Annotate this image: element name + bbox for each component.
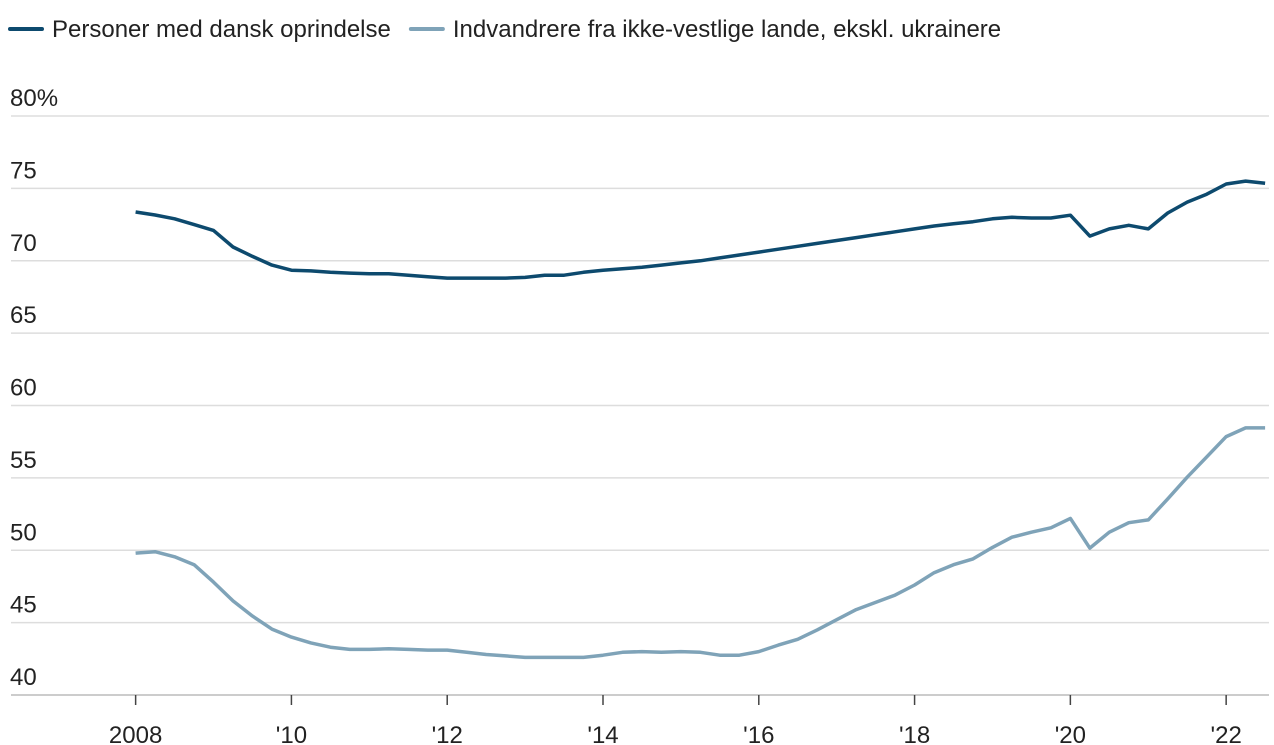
data-line xyxy=(135,179,1266,280)
y-tick-label: 75 xyxy=(10,157,37,184)
y-tick-label: 80% xyxy=(10,85,58,112)
data-line xyxy=(135,426,1266,660)
x-tick-label: '10 xyxy=(276,722,307,745)
x-tick-label: '18 xyxy=(899,722,930,745)
legend-label: Indvandrere fra ikke-vestlige lande, eks… xyxy=(453,16,1001,43)
x-tick-label: '20 xyxy=(1055,722,1086,745)
y-tick-label: 45 xyxy=(10,592,37,619)
x-tick-label: '14 xyxy=(587,722,618,745)
y-tick-label: 55 xyxy=(10,447,37,474)
y-tick-label: 40 xyxy=(10,664,37,691)
x-tick-label: '22 xyxy=(1211,722,1242,745)
y-tick-label: 70 xyxy=(10,230,37,257)
x-tick-label: '12 xyxy=(432,722,463,745)
x-tick-label: 2008 xyxy=(109,722,162,745)
legend-label: Personer med dansk oprindelse xyxy=(52,16,391,43)
y-tick-label: 50 xyxy=(10,519,37,546)
y-tick-label: 65 xyxy=(10,302,37,329)
x-tick-label: '16 xyxy=(743,722,774,745)
y-tick-label: 60 xyxy=(10,375,37,402)
